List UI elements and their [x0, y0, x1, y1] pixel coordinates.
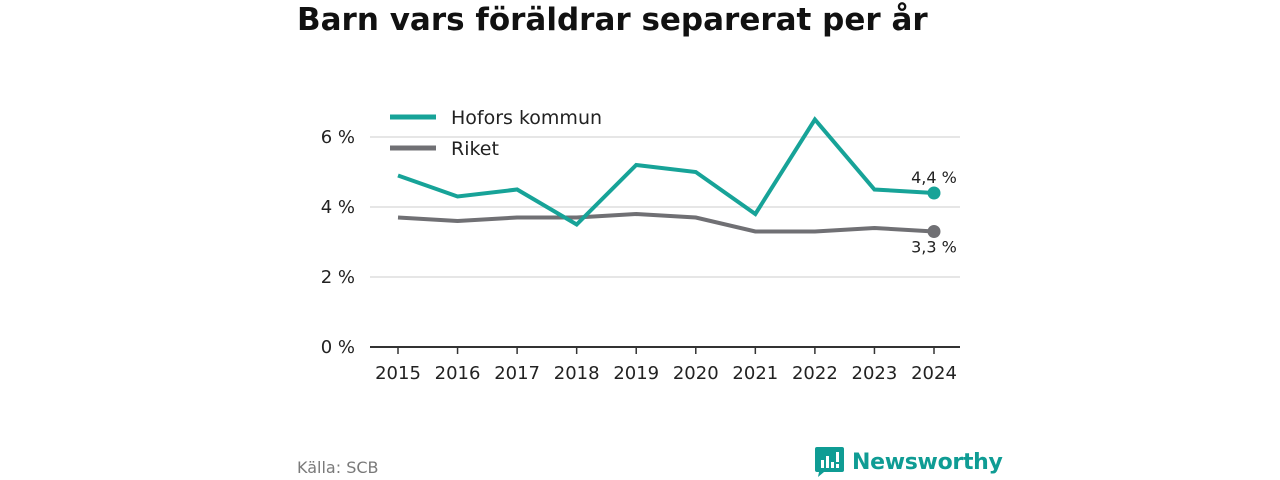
grid-lines — [370, 136, 960, 278]
y-tick-label: 6 % — [321, 127, 355, 148]
x-tick-label: 2024 — [911, 363, 957, 384]
y-tick-label: 2 % — [321, 267, 355, 288]
x-tick-label: 2015 — [375, 363, 421, 384]
x-tick-label: 2019 — [613, 363, 659, 384]
x-tick-label: 2017 — [494, 363, 540, 384]
y-tick-label: 4 % — [321, 197, 355, 218]
x-tick-label: 2023 — [852, 363, 898, 384]
brand-name: Newsworthy — [852, 449, 1003, 475]
chart-title: Barn vars föräldrar separerat per år — [297, 2, 928, 38]
axes: 0 % 2 % 4 % 6 % 2015 2016 2017 2018 2019 2020 2021… — [321, 127, 960, 384]
series-line-riket — [397, 211, 935, 234]
series-end-label: 3,3 % — [911, 238, 957, 257]
source-note: Källa: SCB — [297, 458, 379, 477]
x-tick-label: 2021 — [732, 363, 778, 384]
legend-label: Riket — [451, 138, 499, 160]
legend: Hofors kommun Riket — [390, 107, 602, 160]
series-end-marker — [927, 225, 941, 238]
x-tick-label: 2020 — [673, 363, 719, 384]
series-line-hofors-kommun — [397, 116, 935, 228]
series-lines: 3,3 % 4,4 % — [397, 116, 957, 257]
x-tick-label: 2018 — [554, 363, 600, 384]
legend-label: Hofors kommun — [451, 107, 602, 129]
y-tick-label: 0 % — [321, 337, 355, 358]
brand-logo[interactable]: Newsworthy — [815, 447, 1003, 477]
x-tick-label: 2016 — [435, 363, 481, 384]
series-end-marker — [927, 186, 941, 200]
series-end-label: 4,4 % — [911, 168, 957, 187]
newsworthy-logo-icon — [815, 447, 844, 477]
x-tick-label: 2022 — [792, 363, 838, 384]
